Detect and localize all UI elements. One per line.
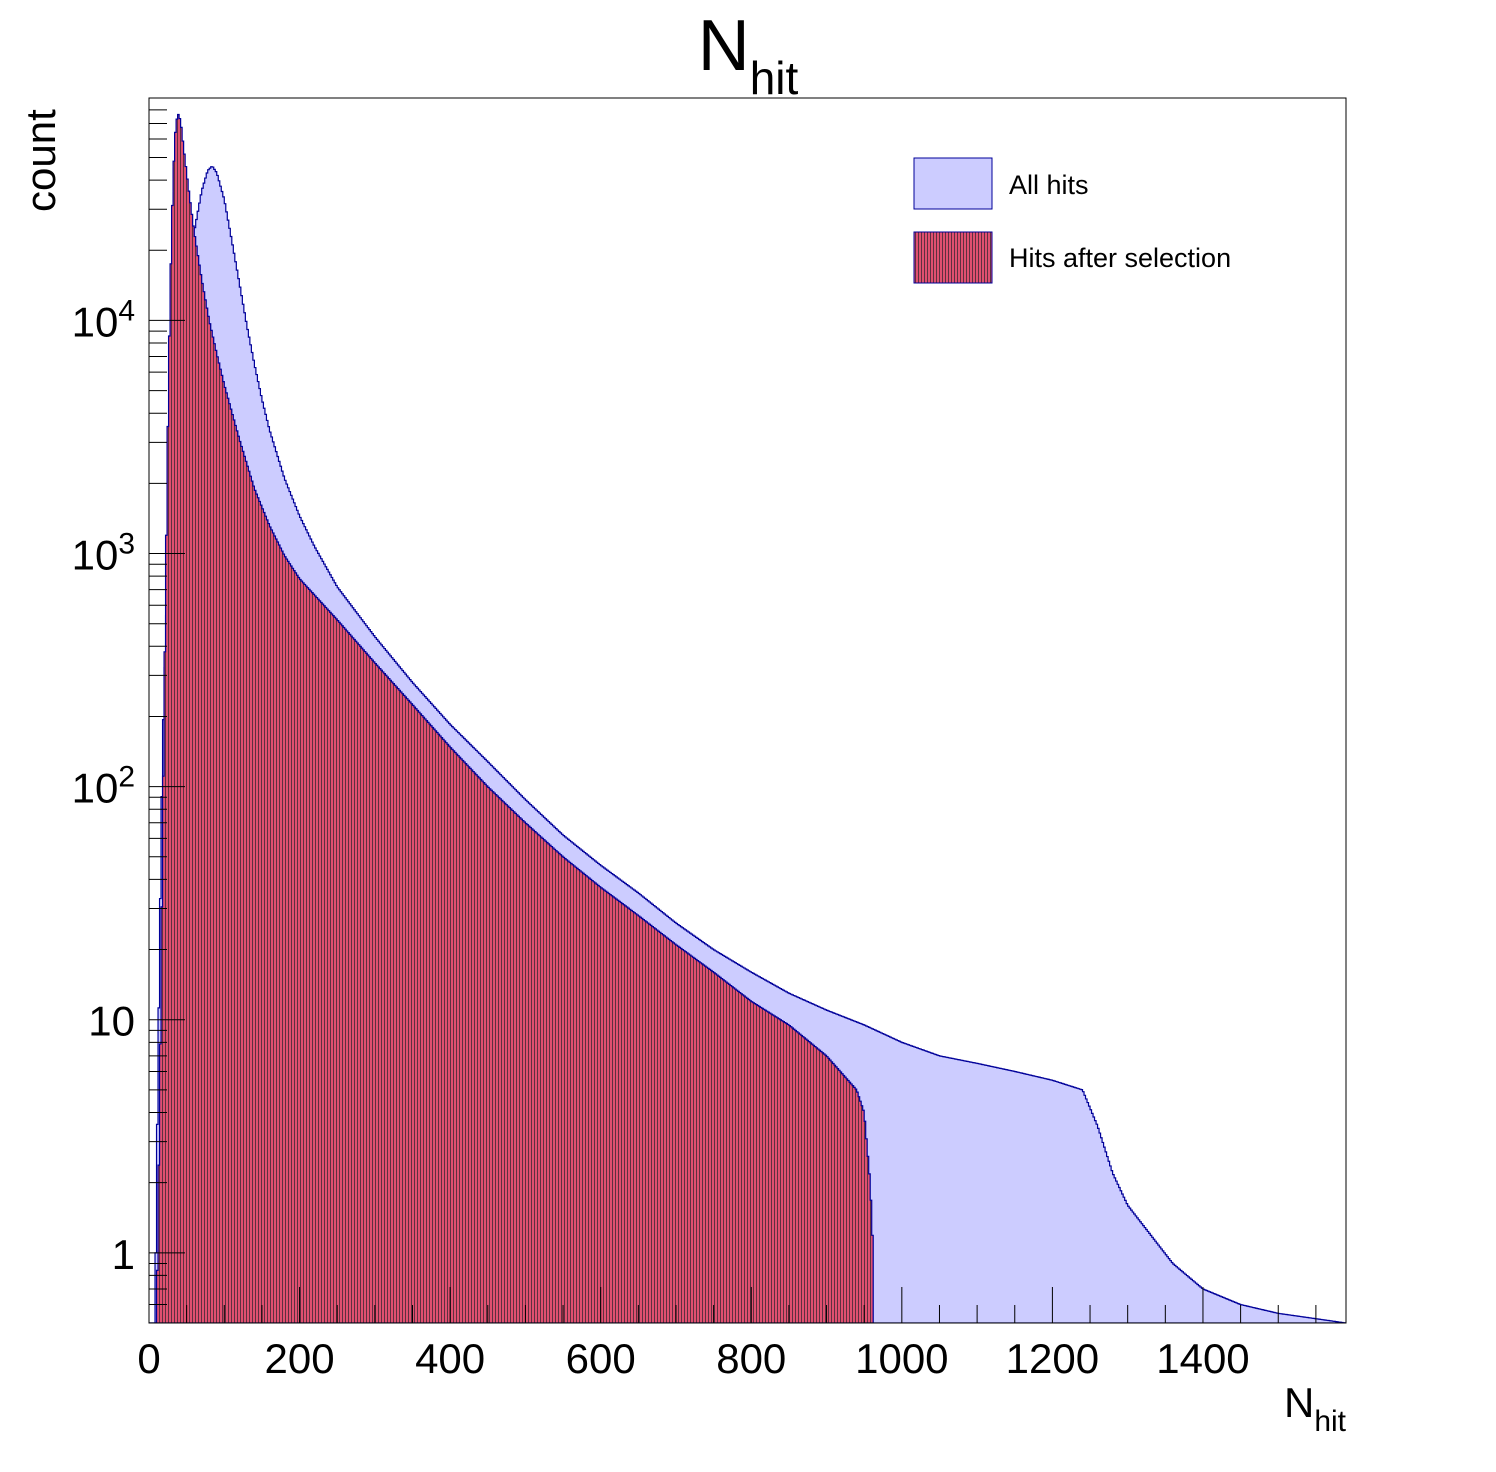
y-tick-label: 102 bbox=[72, 761, 135, 812]
x-axis-label-main: N bbox=[1284, 1379, 1314, 1426]
x-tick-label: 400 bbox=[415, 1335, 485, 1382]
y-tick-label: 10 bbox=[88, 998, 135, 1045]
plot-area bbox=[149, 113, 1346, 1323]
x-axis-label-subscript: hit bbox=[1314, 1405, 1346, 1438]
chart-title: Nhit bbox=[698, 6, 799, 104]
x-tick-label: 1200 bbox=[1006, 1335, 1099, 1382]
x-tick-label: 0 bbox=[137, 1335, 160, 1382]
chart-title-subscript: hit bbox=[750, 52, 799, 104]
legend-label-hits-after-selection: Hits after selection bbox=[1009, 243, 1231, 273]
x-tick-label: 600 bbox=[566, 1335, 636, 1382]
x-axis-label: Nhit bbox=[1284, 1379, 1347, 1438]
chart-title-main: N bbox=[698, 6, 750, 86]
y-tick-label: 103 bbox=[72, 528, 135, 579]
y-axis-ticks: 1 10 102 103 104 bbox=[72, 97, 185, 1324]
y-tick-label: 104 bbox=[72, 294, 135, 345]
x-tick-label: 1400 bbox=[1156, 1335, 1249, 1382]
legend-swatch-all-hits bbox=[913, 157, 993, 210]
x-axis-ticks: 0 200 400 600 800 1000 1200 1400 bbox=[137, 1287, 1317, 1382]
x-tick-label: 1000 bbox=[855, 1335, 948, 1382]
legend-swatch-hits-after-selection bbox=[913, 231, 993, 284]
legend-label-all-hits: All hits bbox=[1009, 170, 1089, 200]
x-tick-label: 800 bbox=[716, 1335, 786, 1382]
legend: All hits Hits after selection bbox=[913, 157, 1231, 284]
plot-frame bbox=[148, 97, 1347, 1324]
y-tick-label: 1 bbox=[112, 1231, 135, 1278]
y-axis-label: count bbox=[17, 109, 64, 212]
x-tick-label: 200 bbox=[265, 1335, 335, 1382]
axes bbox=[148, 97, 1347, 1324]
histogram-series-hits-after-selection bbox=[149, 113, 874, 1323]
